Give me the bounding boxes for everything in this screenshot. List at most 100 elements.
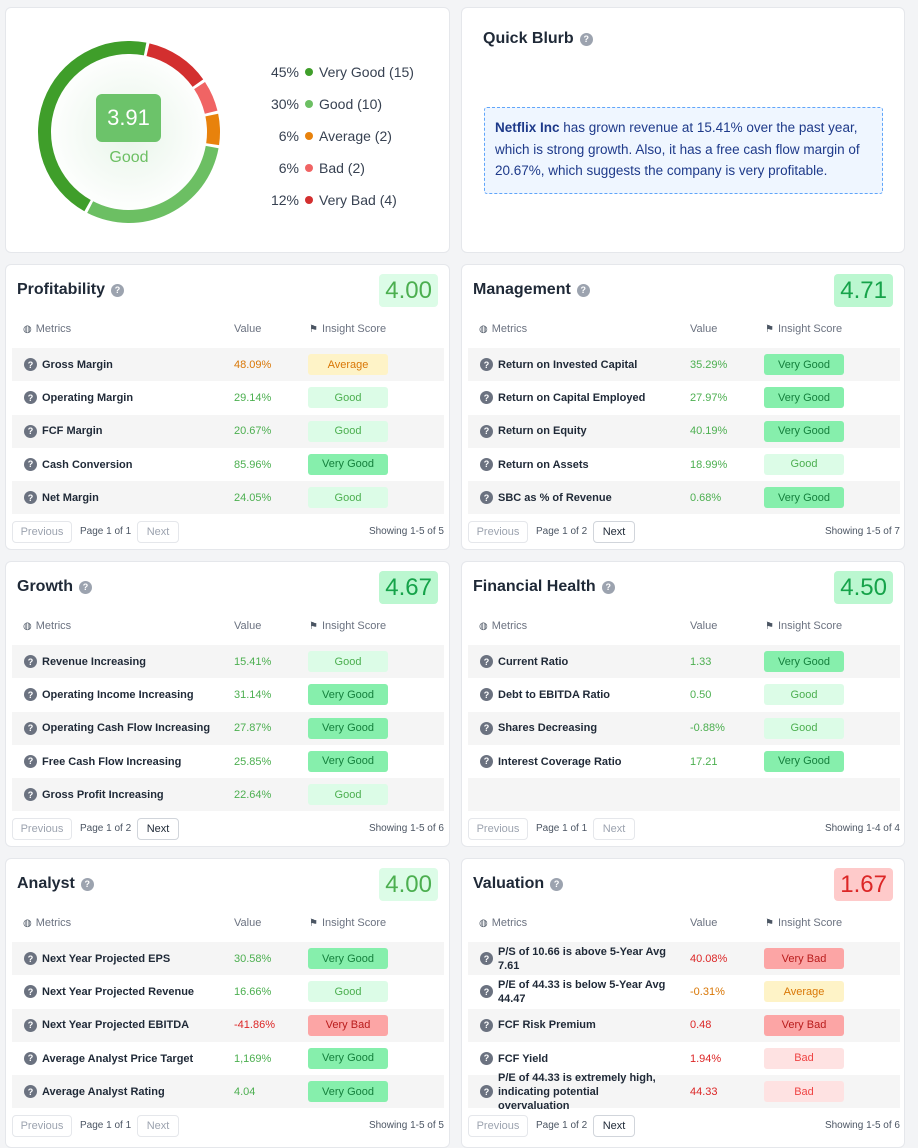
company-name: Netflix Inc [495,120,560,135]
help-icon[interactable]: ? [550,877,564,891]
help-icon[interactable]: ? [111,283,125,297]
help-icon[interactable]: ? [480,391,493,405]
help-icon[interactable]: ? [24,457,37,471]
metric-value: 85.96% [234,458,272,471]
table-row[interactable]: ? SBC as % of Revenue 0.68% Very Good [468,481,900,515]
table-row[interactable]: ? Gross Profit Increasing 22.64% Good [12,778,444,812]
help-icon[interactable]: ? [480,721,493,735]
previous-button[interactable]: Previous [468,521,528,543]
donut-segment-average[interactable] [205,113,220,146]
table-row[interactable]: ? Cash Conversion 85.96% Very Good [12,448,444,481]
insight-score-badge: Good [308,784,388,806]
table-row[interactable]: ? Operating Income Increasing 31.14% Ver… [12,678,444,711]
help-icon[interactable]: ? [24,721,37,735]
table-row[interactable]: ? FCF Risk Premium 0.48 Very Bad [468,1008,900,1042]
flag-icon: ⚑ [309,620,318,632]
help-icon[interactable]: ? [24,358,37,371]
insight-score-badge: Very Good [764,354,844,375]
flag-icon: ⚑ [765,323,774,335]
help-icon[interactable]: ? [24,688,37,702]
metric-value: 44.33 [690,1085,718,1098]
table-row[interactable]: ? P/E of 44.33 is extremely high, indica… [468,1072,900,1112]
table-row[interactable]: ? Return on Invested Capital 35.29% Very… [468,348,900,382]
table-row[interactable]: ? Current Ratio 1.33 Very Good [468,645,900,679]
donut-segment-good[interactable] [87,145,219,223]
next-button[interactable]: Next [593,521,635,543]
help-icon[interactable]: ? [24,754,37,768]
help-icon[interactable]: ? [480,1051,493,1065]
table-row[interactable]: ? Interest Coverage Ratio 17.21 Very Goo… [468,745,900,778]
table-row[interactable]: ? FCF Margin 20.67% Good [12,414,444,448]
table-row[interactable]: ? Shares Decreasing -0.88% Good [468,711,900,745]
next-button[interactable]: Next [137,1115,179,1137]
metric-value: 17.21 [690,755,718,768]
table-row[interactable]: ? Operating Cash Flow Increasing 27.87% … [12,711,444,745]
table-row[interactable]: ? Average Analyst Price Target 1,169% Ve… [12,1042,444,1075]
table-row[interactable]: ? Return on Capital Employed 27.97% Very… [468,381,900,414]
table-row[interactable]: ? Gross Margin 48.09% Average [12,348,444,382]
help-icon[interactable]: ? [24,1085,37,1099]
next-button[interactable]: Next [137,521,179,543]
help-icon[interactable]: ? [480,424,493,438]
metric-name: FCF Margin [42,425,103,438]
help-icon[interactable]: ? [480,985,493,999]
management-card: Management? 4.71 ◍ Metrics Value ⚑ Insight … [461,264,905,550]
previous-button[interactable]: Previous [468,1115,528,1137]
help-icon[interactable]: ? [480,1018,493,1032]
help-icon[interactable]: ? [24,391,37,405]
help-icon[interactable]: ? [24,1018,37,1032]
table-row[interactable]: ? Operating Margin 29.14% Good [12,381,444,414]
previous-button[interactable]: Previous [12,818,72,840]
table-header: ◍ Metrics Value ⚑ Insight Score [479,917,889,933]
table-row[interactable]: ? Next Year Projected EPS 30.58% Very Go… [12,942,444,976]
help-icon[interactable]: ? [480,952,493,965]
help-icon[interactable]: ? [24,491,37,505]
help-icon[interactable]: ? [480,754,493,768]
next-button[interactable]: Next [593,1115,635,1137]
previous-button[interactable]: Previous [468,818,528,840]
help-icon[interactable]: ? [480,1085,493,1099]
help-icon[interactable]: ? [24,788,37,802]
insight-score-badge: Very Bad [764,948,844,969]
previous-button[interactable]: Previous [12,521,72,543]
insight-score-badge: Bad [764,1047,844,1069]
table-row[interactable]: ? Average Analyst Rating 4.04 Very Good [12,1075,444,1109]
help-icon[interactable]: ? [480,358,493,371]
table-row[interactable]: ? Net Margin 24.05% Good [12,481,444,515]
table-row[interactable]: ? Next Year Projected EBITDA -41.86% Ver… [12,1008,444,1042]
donut-segment-very-bad[interactable] [146,43,204,87]
table-row[interactable]: ? Free Cash Flow Increasing 25.85% Very … [12,745,444,778]
table-row[interactable]: ? Return on Assets 18.99% Good [468,448,900,481]
help-icon[interactable]: ? [480,457,493,471]
donut-segment-very-good[interactable] [37,40,147,212]
metric-name: P/E of 44.33 is below 5-Year Avg 44.47 [498,978,666,1005]
help-icon[interactable]: ? [24,985,37,999]
help-icon[interactable]: ? [601,580,615,594]
help-icon[interactable]: ? [79,580,92,594]
help-icon[interactable]: ? [576,283,590,297]
help-icon[interactable]: ? [579,32,593,46]
donut-segment-bad[interactable] [194,81,218,114]
table-row[interactable]: ? Revenue Increasing 15.41% Good [12,645,444,679]
help-icon[interactable]: ? [24,655,37,668]
pagination: Previous Page 1 of 1 Next Showing 1-4 of… [468,818,900,842]
table-row[interactable]: ? P/S of 10.66 is above 5-Year Avg 7.61 … [468,942,900,976]
table-row[interactable]: ? Return on Equity 40.19% Very Good [468,414,900,448]
table-row[interactable]: ? Next Year Projected Revenue 16.66% Goo… [12,975,444,1008]
help-icon[interactable]: ? [480,655,493,668]
help-icon[interactable]: ? [480,491,493,505]
help-icon[interactable]: ? [80,877,94,891]
help-icon[interactable]: ? [24,952,37,965]
pagination: Previous Page 1 of 1 Next Showing 1-5 of… [12,521,444,545]
help-icon[interactable]: ? [480,688,493,702]
help-icon[interactable]: ? [24,1051,37,1065]
table-row[interactable]: ? Debt to EBITDA Ratio 0.50 Good [468,678,900,711]
next-button[interactable]: Next [593,818,635,840]
metrics-table: ? Next Year Projected EPS 30.58% Very Go… [12,942,444,1109]
previous-button[interactable]: Previous [12,1115,72,1137]
next-button[interactable]: Next [137,818,179,840]
table-row[interactable]: ? FCF Yield 1.94% Bad [468,1042,900,1075]
metrics-table: ? Current Ratio 1.33 Very Good ? Debt to… [468,645,900,812]
table-row[interactable]: ? P/E of 44.33 is below 5-Year Avg 44.47… [468,975,900,1008]
help-icon[interactable]: ? [24,424,37,438]
